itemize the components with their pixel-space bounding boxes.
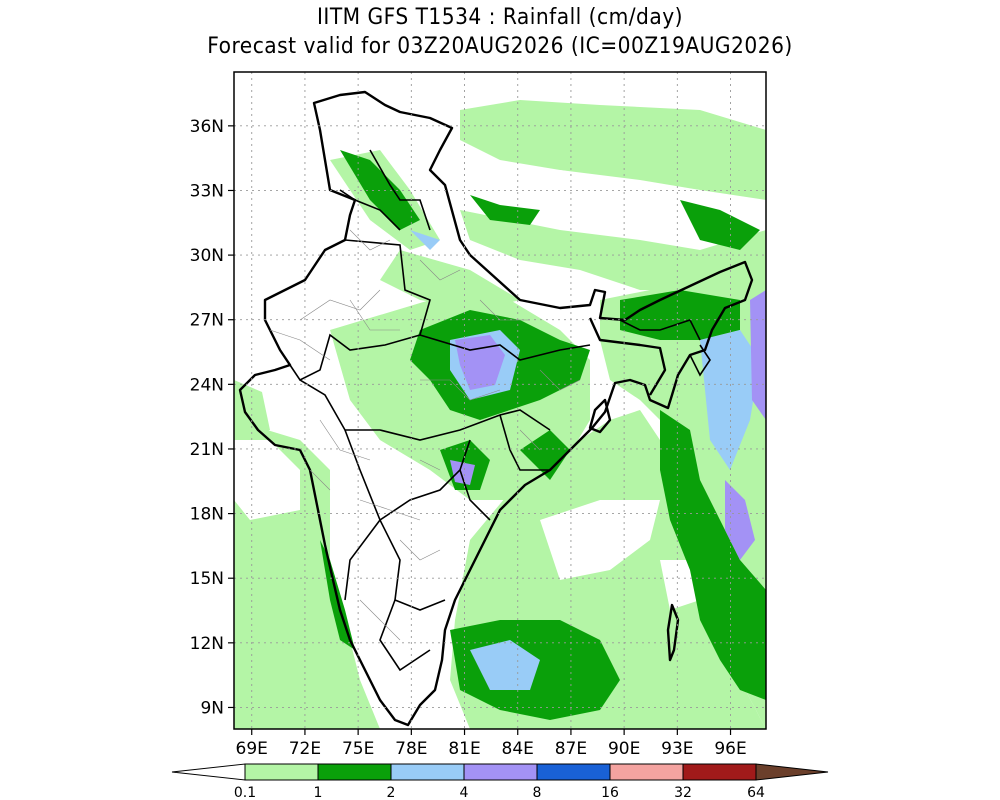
lon-tick-label: 87E — [555, 739, 587, 759]
lon-tick-label: 93E — [661, 739, 693, 759]
lat-tick-label: 9N — [200, 698, 224, 718]
lon-tick-label: 90E — [608, 739, 640, 759]
lon-tick-label: 81E — [448, 739, 480, 759]
colorbar-level-label: 16 — [601, 785, 619, 800]
lat-tick-label: 12N — [190, 634, 224, 654]
colorbar-swatch — [463, 763, 538, 781]
lon-tick-label: 84E — [502, 739, 534, 759]
lat-tick-label: 30N — [190, 246, 224, 266]
colorbar-level-label: 32 — [674, 785, 692, 800]
colorbar-level-label: 4 — [460, 785, 469, 800]
map-title-line1: IITM GFS T1534 : Rainfall (cm/day) — [316, 5, 684, 30]
lon-tick-label: 78E — [395, 739, 427, 759]
map-title-line2: Forecast valid for 03Z20AUG2026 (IC=00Z1… — [207, 34, 793, 59]
lat-tick-label: 27N — [190, 311, 224, 331]
colorbar-level-label: 2 — [387, 785, 396, 800]
colorbar-level-label: 8 — [533, 785, 542, 800]
lat-tick-label: 21N — [190, 440, 224, 460]
lon-tick-label: 72E — [289, 739, 321, 759]
colorbar-swatch — [682, 763, 757, 781]
colorbar-over-triangle — [755, 763, 829, 781]
lat-tick-label: 33N — [190, 181, 224, 201]
colorbar-level-label: 1 — [314, 785, 323, 800]
plot-frame — [233, 71, 767, 730]
latitude-axis: 9N 12N 15N 18N 21N 24N 27N 30N 33N 36N — [190, 117, 234, 718]
colorbar-level-label: 0.1 — [234, 785, 256, 800]
colorbar-swatch — [390, 763, 465, 781]
colorbar-under-triangle — [171, 763, 246, 781]
longitude-axis: 69E 72E 75E 78E 81E 84E 87E 90E 93E 96E — [236, 729, 747, 759]
colorbar-level-label: 64 — [747, 785, 765, 800]
colorbar-swatch — [609, 763, 684, 781]
colorbar-swatch — [536, 763, 611, 781]
colorbar-swatch — [317, 763, 392, 781]
lon-tick-label: 96E — [714, 739, 746, 759]
colorbar-swatch — [244, 763, 319, 781]
lat-tick-label: 36N — [190, 117, 224, 137]
rainfall-field — [234, 100, 766, 729]
map-grid — [234, 72, 766, 729]
rain-free-gaps — [234, 170, 720, 610]
lat-tick-label: 24N — [190, 375, 224, 395]
lat-tick-label: 18N — [190, 505, 224, 525]
lon-tick-label: 75E — [342, 739, 374, 759]
lon-tick-label: 69E — [236, 739, 268, 759]
lat-tick-label: 15N — [190, 569, 224, 589]
colorbar: 0.1 1 2 4 8 16 32 64 — [171, 763, 829, 800]
state-boundaries — [289, 149, 711, 672]
